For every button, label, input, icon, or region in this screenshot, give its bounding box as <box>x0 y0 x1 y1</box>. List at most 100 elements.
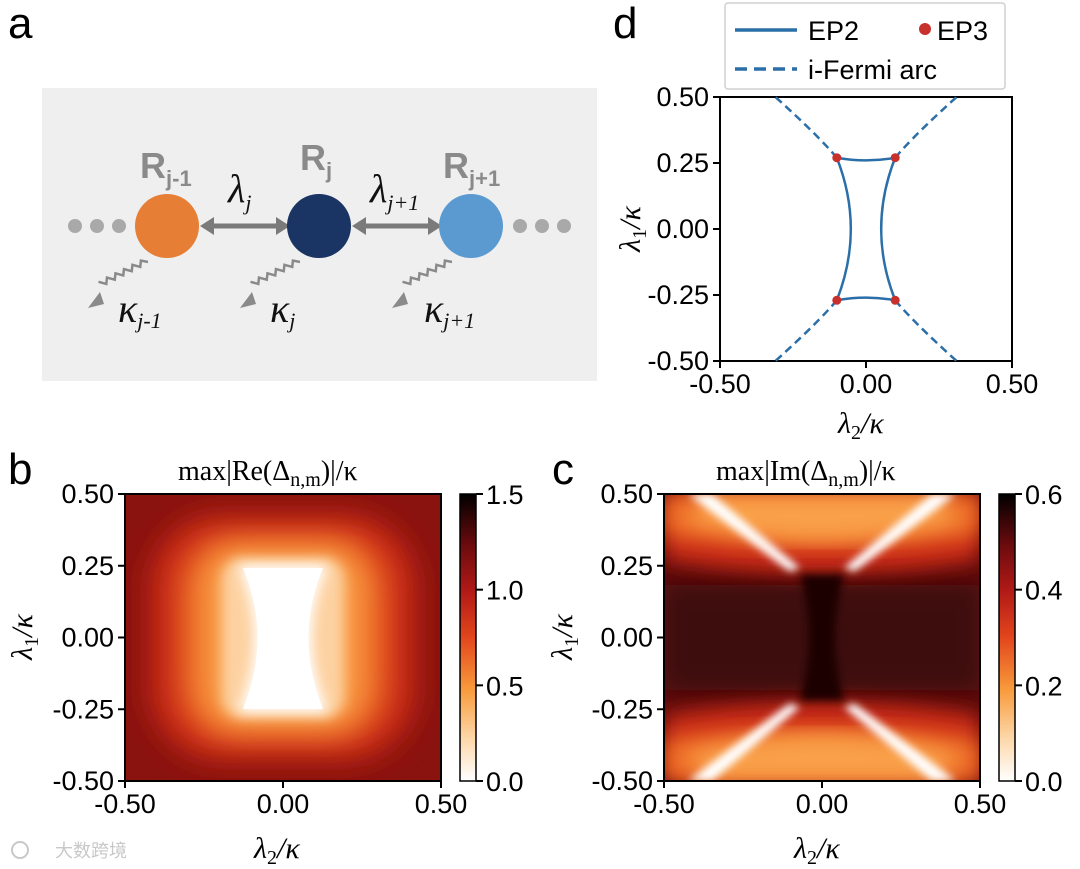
resonator-label-j-minus-1: Rj-1 <box>140 145 192 191</box>
coupling-label-j-plus-1: λj+1 <box>369 166 419 215</box>
i-fermi-arc <box>894 96 958 159</box>
x-tick-label: 0.50 <box>954 789 1007 819</box>
x-ticks-c: -0.50 0.00 0.50 <box>633 781 1006 819</box>
i-fermi-arc <box>894 299 958 362</box>
ep2-side <box>880 157 897 301</box>
loss-label-j: κj <box>270 286 295 333</box>
x-axis-label-b: λ2/κ <box>253 832 300 869</box>
ep2-arc <box>836 296 896 302</box>
title-b: max|Re(Δn,m)|/κ <box>178 456 358 491</box>
y-tick-label: 0.50 <box>600 479 653 509</box>
watermark-text: 大数跨境 <box>55 841 127 862</box>
y-tick-label: -0.50 <box>52 766 114 796</box>
x-tick-label: -0.50 <box>633 789 695 819</box>
loss-label-j-minus-1: κj-1 <box>118 286 162 333</box>
ep2-arc <box>836 156 896 162</box>
colorbar-tick-label: 0.6 <box>1025 480 1063 510</box>
panel-label-b: b <box>8 445 32 494</box>
colorbar-tick-label: 0.4 <box>1025 576 1063 606</box>
y-tick-label: 0.00 <box>600 623 653 653</box>
legend-fermi-label: i-Fermi arc <box>808 55 937 85</box>
resonator-label-j: Rj <box>300 137 332 183</box>
colorbar-b <box>459 493 477 782</box>
coupling-arrow-1 <box>200 217 290 235</box>
y-tick-label: 0.25 <box>61 551 114 581</box>
resonator-label-j-plus-1: Rj+1 <box>443 145 500 191</box>
colorbar-ticks-c: 0.6 0.4 0.2 0.0 <box>1015 480 1063 797</box>
ep3-points <box>832 153 900 305</box>
colorbar-tick-label: 1.0 <box>486 576 524 606</box>
resonator-j-minus-1 <box>135 194 199 258</box>
colorbar-tick-label: 1.5 <box>486 480 524 510</box>
legend-ep3-marker <box>919 23 931 35</box>
x-tick-label: 0.00 <box>840 369 893 399</box>
colorbar-tick-label: 0.5 <box>486 671 524 701</box>
ep3-point <box>890 153 900 163</box>
ellipsis-left <box>68 219 126 233</box>
x-tick-label: -0.50 <box>689 369 751 399</box>
x-tick-label: 0.00 <box>257 789 310 819</box>
ep3-point <box>832 153 842 163</box>
colorbar-c <box>998 493 1016 782</box>
ellipsis-right <box>513 219 571 233</box>
loss-arrow-j-plus-1 <box>392 259 453 308</box>
x-tick-label: 0.50 <box>986 369 1039 399</box>
colorbar-tick-label: 0.0 <box>486 767 524 797</box>
x-axis-label-c: λ2/κ <box>793 832 840 869</box>
coupling-arrow-2 <box>352 217 442 235</box>
x-tick-label: 0.00 <box>796 789 849 819</box>
y-ticks-c: 0.50 0.25 0.00 -0.25 -0.50 <box>591 479 664 796</box>
legend-ep2-label: EP2 <box>808 16 859 46</box>
panel-label-c: c <box>552 445 574 494</box>
heatmap-b <box>125 494 441 781</box>
loss-arrow-j-minus-1 <box>88 259 149 308</box>
title-c: max|Im(Δn,m)|/κ <box>716 456 896 491</box>
panel-label-d: d <box>613 0 637 48</box>
y-tick-label: -0.50 <box>591 766 653 796</box>
chart-d: EP2 EP3 i-Fermi arc -0.50 0.00 0.50 0.500.… <box>614 2 1038 444</box>
y-tick-label: 0.00 <box>656 214 709 244</box>
heatmap-c <box>664 494 980 781</box>
y-tick-label: 0.50 <box>656 82 709 112</box>
x-ticks-b: -0.50 0.00 0.50 <box>94 781 467 819</box>
x-tick-label: -0.50 <box>94 789 156 819</box>
loss-arrow-j <box>240 259 301 308</box>
colorbar-ticks-b: 1.5 1.0 0.5 0.0 <box>476 480 524 797</box>
ep-curves <box>774 96 958 362</box>
i-fermi-arc <box>774 96 838 159</box>
coupling-label-j: λj <box>227 166 251 215</box>
plot-frame-d <box>719 96 1013 362</box>
y-tick-label: -0.50 <box>647 346 709 376</box>
chart-c: max|Im(Δn,m)|/κ -0.50 0.00 0.50 0.500.250.… <box>546 456 1063 869</box>
ep2-side <box>835 157 852 301</box>
y-axis-label-b: λ1/κ <box>6 614 43 661</box>
legend-ep3-label: EP3 <box>937 16 988 46</box>
resonator-j <box>287 194 351 258</box>
loss-label-j-plus-1: κj+1 <box>424 286 475 333</box>
resonator-j-plus-1 <box>439 194 503 258</box>
y-tick-label: -0.25 <box>591 694 653 724</box>
y-ticks-b: 0.50 0.25 0.00 -0.25 -0.50 <box>52 479 125 796</box>
x-axis-label-d: λ2/κ <box>837 407 884 444</box>
y-tick-label: 0.25 <box>600 551 653 581</box>
y-tick-label: 0.50 <box>61 479 114 509</box>
colorbar-tick-label: 0.2 <box>1025 671 1063 701</box>
panel-label-a: a <box>8 0 33 48</box>
ep3-point <box>832 295 842 305</box>
y-axis-label-c: λ1/κ <box>546 614 583 661</box>
i-fermi-arc <box>774 299 838 362</box>
y-tick-label: -0.25 <box>52 694 114 724</box>
y-tick-label: -0.25 <box>647 280 709 310</box>
ep3-point <box>890 295 900 305</box>
schematic-panel: Rj-1 Rj Rj+1 λj λj+1 κj <box>42 88 597 381</box>
x-tick-label: 0.50 <box>415 789 468 819</box>
y-tick-label: 0.00 <box>61 623 114 653</box>
y-ticks-d: 0.50 0.25 0.00 -0.25 -0.50 <box>647 82 720 376</box>
colorbar-tick-label: 0.0 <box>1025 767 1063 797</box>
y-tick-label: 0.25 <box>656 148 709 178</box>
watermark-logo-icon <box>11 841 29 859</box>
y-axis-label-d: λ1/κ <box>614 206 651 253</box>
x-ticks-d: -0.50 0.00 0.50 <box>689 361 1038 399</box>
legend-d: EP2 EP3 i-Fermi arc <box>724 2 1006 90</box>
